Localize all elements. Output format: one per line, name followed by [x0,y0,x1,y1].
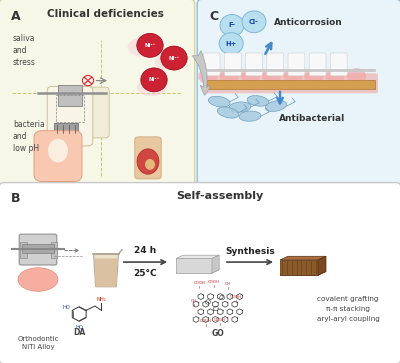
Text: OH: OH [225,282,231,286]
Text: Cl-: Cl- [249,19,259,25]
FancyBboxPatch shape [0,183,400,363]
Ellipse shape [304,68,324,84]
Text: C: C [209,10,218,23]
Text: COOH: COOH [200,319,212,323]
FancyBboxPatch shape [267,53,284,76]
FancyBboxPatch shape [58,85,82,106]
Ellipse shape [347,68,366,84]
Circle shape [220,15,244,36]
FancyBboxPatch shape [22,244,54,253]
Ellipse shape [217,107,239,118]
Text: COOH: COOH [230,295,242,299]
Text: Clinical deficiencies: Clinical deficiencies [46,9,164,19]
Ellipse shape [241,68,260,84]
Ellipse shape [48,139,68,163]
Text: bacteria
and
low pH: bacteria and low pH [13,120,44,153]
FancyBboxPatch shape [288,53,305,76]
Circle shape [137,33,163,57]
Ellipse shape [248,95,268,107]
Ellipse shape [326,68,345,84]
FancyBboxPatch shape [135,137,161,179]
Polygon shape [94,254,118,287]
Text: H+: H+ [226,41,237,46]
Polygon shape [212,255,219,273]
Ellipse shape [265,101,287,111]
Ellipse shape [239,110,261,122]
Ellipse shape [137,149,159,174]
Text: NH₂: NH₂ [96,297,106,302]
Text: Ni²⁺: Ni²⁺ [144,43,156,48]
Ellipse shape [208,96,230,107]
FancyBboxPatch shape [47,86,93,146]
Ellipse shape [137,78,167,96]
FancyBboxPatch shape [207,80,375,89]
Polygon shape [318,256,326,275]
Text: HO: HO [75,325,83,330]
Circle shape [219,33,243,54]
Text: GO: GO [212,329,224,338]
Text: HO: HO [62,305,70,310]
Ellipse shape [145,159,155,170]
Polygon shape [176,255,219,258]
Polygon shape [280,272,326,275]
Text: Antibacterial: Antibacterial [279,114,345,123]
Ellipse shape [198,68,218,84]
Ellipse shape [128,37,160,57]
Text: saliva
and
stress: saliva and stress [13,34,36,67]
Ellipse shape [154,54,182,70]
Ellipse shape [18,268,58,291]
FancyBboxPatch shape [51,242,57,258]
FancyBboxPatch shape [34,131,82,182]
Circle shape [141,68,167,92]
FancyBboxPatch shape [330,53,347,76]
Ellipse shape [229,102,251,113]
FancyBboxPatch shape [197,0,400,188]
FancyBboxPatch shape [0,0,195,188]
Text: DA: DA [73,328,85,337]
Text: Orthodontic
NiTi Alloy: Orthodontic NiTi Alloy [17,336,59,350]
Text: 24 h: 24 h [134,246,156,255]
FancyBboxPatch shape [73,87,109,138]
Text: COOH: COOH [214,318,226,322]
Circle shape [161,46,187,70]
Text: B: B [11,192,21,205]
Text: OH: OH [191,299,197,303]
Text: covalent grafting
π-π stacking
aryl-aryl coupling: covalent grafting π-π stacking aryl-aryl… [316,296,380,322]
FancyBboxPatch shape [20,242,27,258]
Ellipse shape [220,68,239,84]
Text: Synthesis: Synthesis [225,247,275,256]
Text: COOH: COOH [193,281,205,285]
Circle shape [82,76,94,86]
Ellipse shape [262,68,281,84]
FancyBboxPatch shape [309,53,326,76]
Text: Anticorrosion: Anticorrosion [274,18,343,27]
Text: Ni²⁺: Ni²⁺ [148,77,160,82]
FancyBboxPatch shape [246,53,262,76]
Polygon shape [95,258,117,287]
Text: 25°C: 25°C [133,269,157,278]
FancyBboxPatch shape [224,53,241,76]
FancyBboxPatch shape [204,73,378,93]
FancyBboxPatch shape [19,234,57,265]
Polygon shape [176,258,212,273]
Text: Self-assembly: Self-assembly [176,191,264,201]
Ellipse shape [283,68,302,84]
Text: F-: F- [228,23,236,28]
Polygon shape [280,260,318,275]
Text: Ni²⁺: Ni²⁺ [168,56,180,61]
Polygon shape [176,270,219,273]
FancyBboxPatch shape [203,53,220,76]
Polygon shape [280,256,326,260]
FancyBboxPatch shape [54,123,78,135]
Text: A: A [11,10,21,23]
Circle shape [242,11,266,33]
Text: COOH: COOH [208,280,220,284]
